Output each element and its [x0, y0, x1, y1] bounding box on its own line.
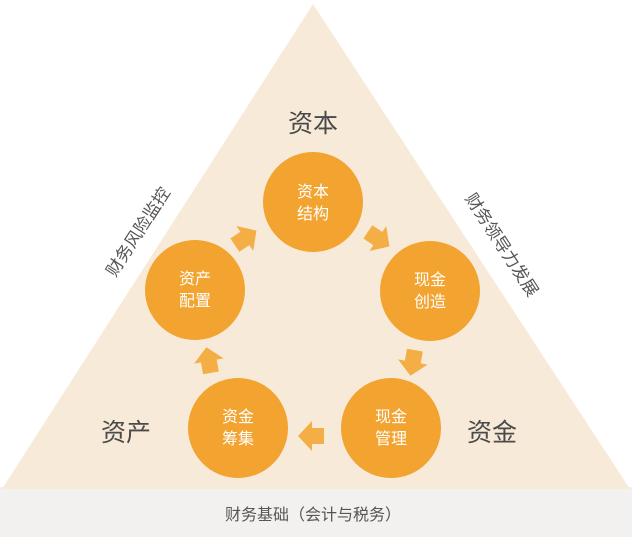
node-line-2: 结构: [297, 204, 329, 223]
base-label: 财务基础（会计与税务）: [225, 505, 401, 524]
node-fund-raising: 资金 筹集: [188, 378, 288, 478]
node-line-2: 管理: [375, 429, 407, 448]
corner-label-top: 资本: [288, 109, 338, 138]
base-band: [0, 487, 632, 537]
node-circle: [341, 378, 441, 478]
flow-arrow-4: [194, 347, 224, 375]
node-line-1: 资本: [297, 182, 329, 201]
node-cash-creation: 现金 创造: [380, 241, 480, 341]
node-line-1: 现金: [375, 407, 407, 426]
flow-arrow-3: [298, 421, 324, 451]
node-line-1: 资金: [222, 407, 254, 426]
flow-arrow-5: [230, 226, 257, 252]
flow-arrow-2: [398, 348, 428, 376]
node-line-1: 现金: [414, 270, 446, 289]
corner-label-left: 资产: [101, 418, 151, 447]
node-cash-management: 现金 管理: [341, 378, 441, 478]
node-line-2: 配置: [179, 291, 211, 310]
node-asset-allocation: 资产 配置: [145, 240, 245, 340]
node-capital-structure: 资本 结构: [263, 152, 363, 252]
node-circle: [380, 241, 480, 341]
node-circle: [263, 152, 363, 252]
corner-label-right: 资金: [467, 418, 517, 447]
node-circle: [188, 378, 288, 478]
flow-arrow-1: [363, 225, 390, 251]
node-line-1: 资产: [179, 269, 211, 288]
node-line-2: 筹集: [222, 429, 254, 448]
node-circle: [145, 240, 245, 340]
node-line-2: 创造: [414, 292, 446, 311]
